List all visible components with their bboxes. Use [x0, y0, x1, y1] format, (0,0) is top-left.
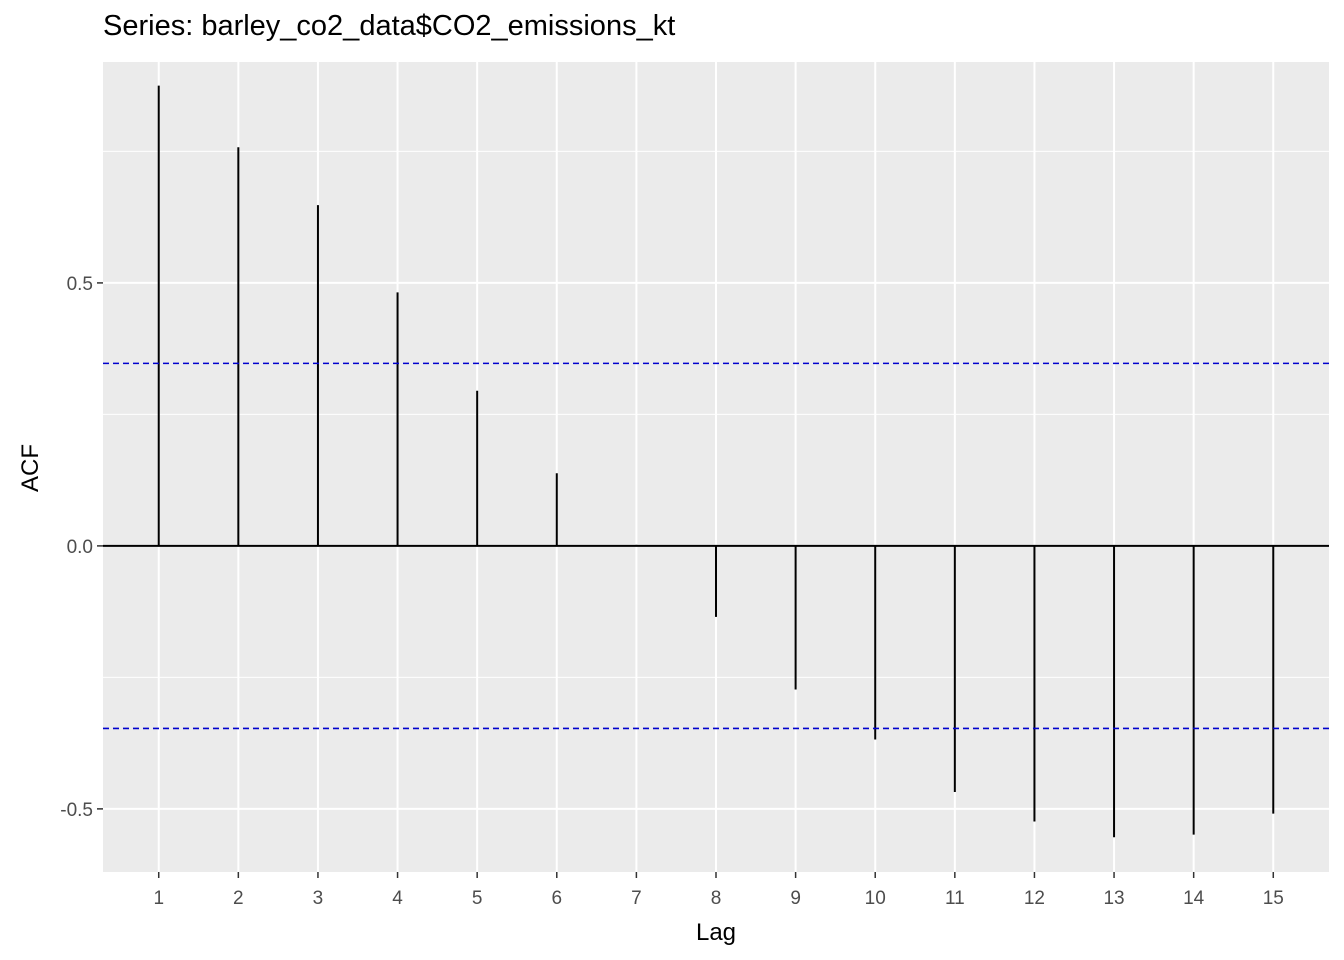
- x-tick-label: 1: [153, 888, 164, 909]
- x-axis: 1 2 3 4 5 6 7 8 9 10 11 12 13 14 15: [153, 872, 1284, 909]
- x-tick-label: 5: [472, 888, 483, 909]
- x-tick-label: 10: [865, 888, 886, 909]
- y-axis-title: ACF: [17, 444, 44, 492]
- chart-title: Series: barley_co2_data$CO2_emissions_kt: [103, 10, 676, 42]
- x-tick-label: 14: [1183, 888, 1205, 909]
- y-tick-label: 0.0: [67, 537, 93, 558]
- x-tick-label: 4: [392, 888, 403, 909]
- x-tick-label: 13: [1103, 888, 1124, 909]
- x-tick-label: 11: [945, 888, 965, 909]
- confidence-bounds: [103, 362, 1329, 730]
- x-tick-label: 6: [551, 888, 562, 909]
- x-tick-label: 2: [233, 888, 244, 909]
- y-axis: -0.5 0.0 0.5: [60, 274, 103, 821]
- y-tick-label: 0.5: [67, 274, 93, 295]
- x-axis-title: Lag: [696, 919, 736, 946]
- x-tick-label: 3: [313, 888, 324, 909]
- x-tick-label: 7: [631, 888, 642, 909]
- y-tick-label: -0.5: [60, 800, 93, 821]
- x-tick-label: 12: [1024, 888, 1045, 909]
- x-tick-label: 9: [790, 888, 801, 909]
- x-tick-label: 8: [711, 888, 722, 909]
- acf-bars: [157, 85, 1275, 838]
- x-tick-label: 15: [1263, 888, 1284, 909]
